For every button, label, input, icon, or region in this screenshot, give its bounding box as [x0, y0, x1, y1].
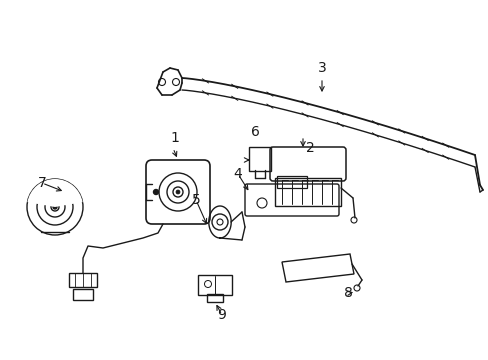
Circle shape [176, 190, 180, 194]
Circle shape [153, 189, 158, 194]
Text: 7: 7 [38, 176, 46, 190]
Text: 6: 6 [250, 125, 259, 139]
Text: 1: 1 [170, 131, 179, 145]
Text: 4: 4 [233, 167, 242, 181]
Text: 5: 5 [191, 193, 200, 207]
Circle shape [53, 205, 57, 209]
Wedge shape [27, 179, 82, 207]
Text: 2: 2 [305, 141, 314, 155]
Text: 8: 8 [343, 286, 352, 300]
Text: 3: 3 [317, 61, 325, 75]
Text: 9: 9 [217, 308, 226, 322]
